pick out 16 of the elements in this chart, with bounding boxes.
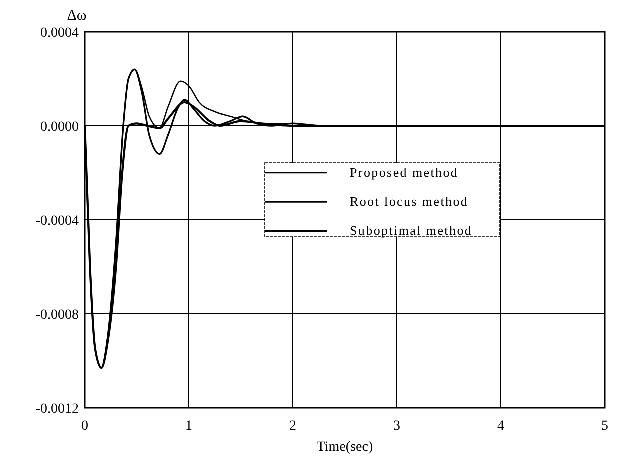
x-tick-label: 1 bbox=[186, 419, 192, 434]
legend-label: Suboptimal method bbox=[350, 223, 473, 238]
y-tick-label: 0.0004 bbox=[40, 26, 79, 41]
y-axis-title: Δω bbox=[67, 8, 87, 24]
x-axis-title: Time(sec) bbox=[316, 440, 374, 455]
y-tick-label: -0.0008 bbox=[36, 308, 79, 323]
x-tick-label: 4 bbox=[498, 419, 504, 434]
x-tick-label: 2 bbox=[290, 419, 296, 434]
legend-label: Proposed method bbox=[350, 165, 459, 180]
legend-label: Root locus method bbox=[350, 194, 469, 209]
y-tick-label: -0.0004 bbox=[36, 214, 79, 229]
x-tick-label: 5 bbox=[602, 419, 608, 434]
y-tick-label: -0.0012 bbox=[36, 402, 79, 417]
x-tick-label: 0 bbox=[82, 419, 88, 434]
y-tick-label: 0.0000 bbox=[40, 120, 79, 135]
x-tick-label: 3 bbox=[394, 419, 400, 434]
